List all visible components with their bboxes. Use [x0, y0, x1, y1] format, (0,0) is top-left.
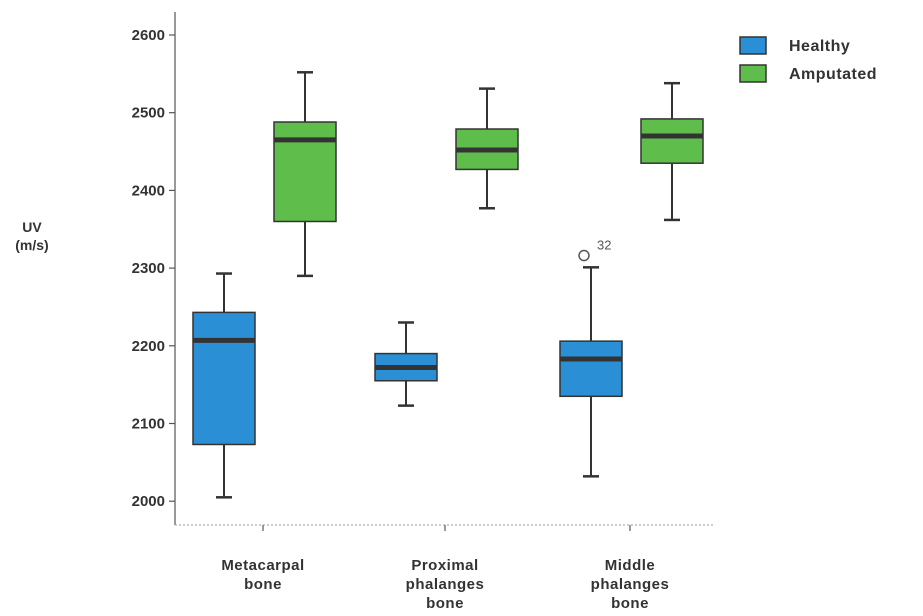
iqr-box — [640, 118, 704, 164]
legend: Healthy Amputated — [739, 36, 877, 83]
legend-swatch-amputated — [739, 64, 767, 83]
box-healthy — [374, 321, 438, 407]
series-healthy: 32 — [192, 238, 623, 499]
outlier-point — [578, 249, 590, 262]
legend-label-healthy: Healthy — [789, 38, 850, 55]
y-axis-label-line: UV — [22, 219, 42, 235]
box-amputated — [273, 71, 337, 278]
y-tick-label: 2400 — [132, 182, 165, 199]
x-tick-label: Metacarpal bone — [221, 557, 304, 593]
box-healthy — [192, 272, 256, 499]
series-amputated — [273, 71, 704, 278]
legend-swatch-healthy — [739, 36, 767, 55]
y-tick-label: 2000 — [132, 493, 165, 510]
y-tick-label: 2500 — [132, 105, 165, 122]
y-tick-label: 2600 — [132, 27, 165, 44]
legend-label-amputated: Amputated — [789, 66, 877, 83]
plot-frame — [174, 12, 715, 526]
y-axis: 2000 2100 2200 2300 2400 2500 2600 — [132, 27, 175, 510]
box-healthy — [559, 266, 623, 478]
box-amputated — [640, 81, 704, 222]
iqr-box — [192, 311, 256, 446]
y-axis-label: UV (m/s) — [15, 219, 48, 253]
outlier-label: 32 — [597, 238, 611, 253]
y-tick-label: 2300 — [132, 260, 165, 277]
x-tick-label: Proximal phalanges bone — [406, 557, 485, 612]
y-tick-label: 2100 — [132, 416, 165, 433]
x-tick-label: Middle phalanges bone — [591, 557, 670, 612]
box-amputated — [455, 87, 519, 210]
y-axis-label-line: (m/s) — [15, 237, 48, 253]
y-tick-label: 2200 — [132, 338, 165, 355]
iqr-box — [273, 121, 337, 223]
iqr-box — [559, 340, 623, 398]
x-axis: Metacarpal bone Proximal phalanges bone Middl… — [221, 525, 669, 612]
box-series: 32 — [192, 71, 704, 499]
